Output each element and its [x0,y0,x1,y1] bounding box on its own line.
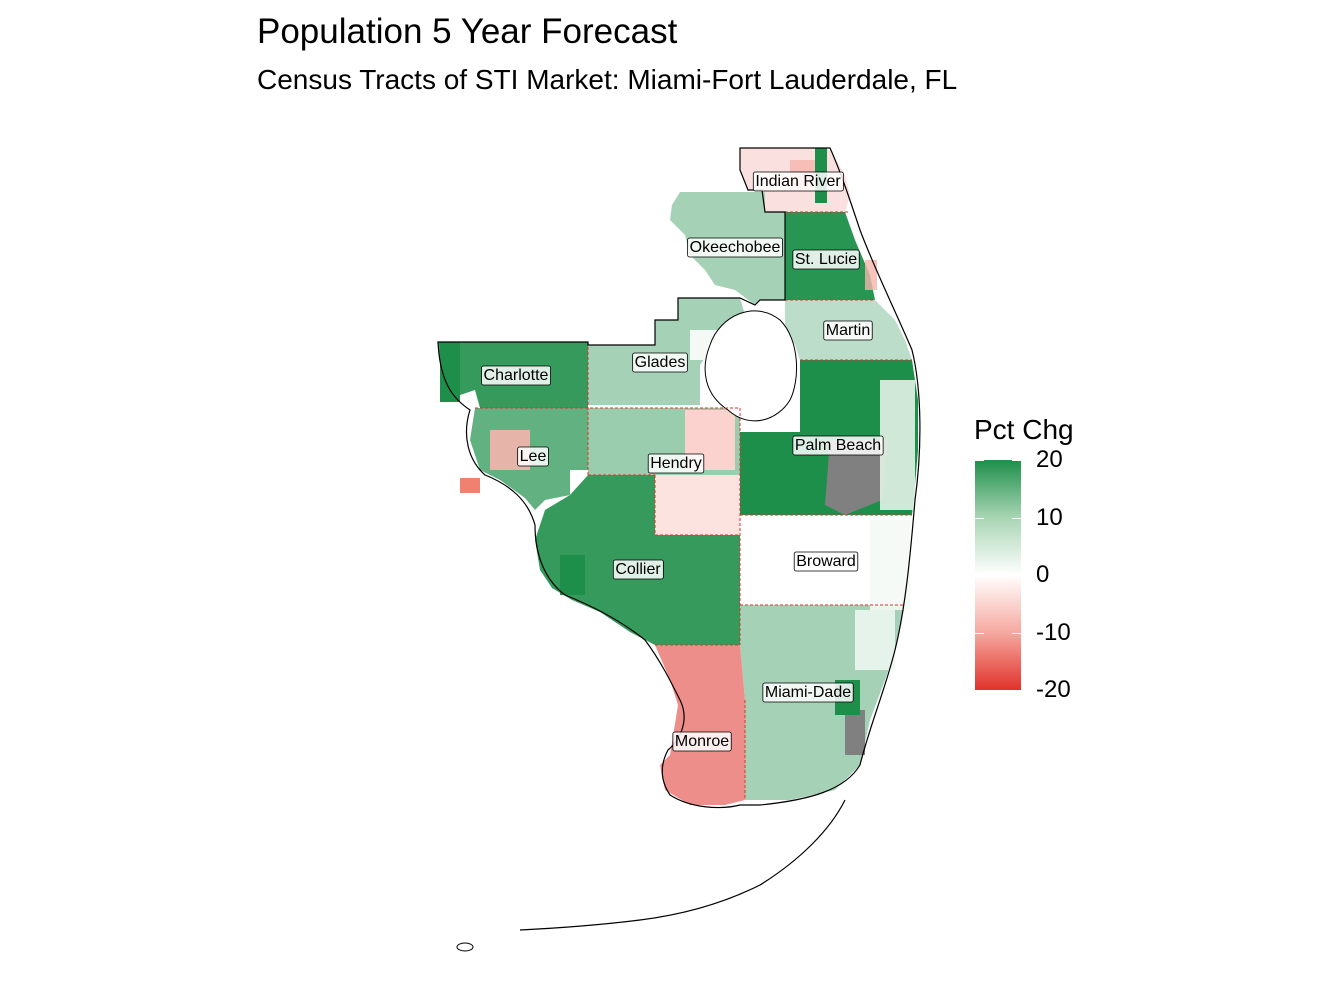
county-label-indian-river: Indian River [752,171,844,192]
legend-tick-label: -20 [1036,676,1071,703]
coastline [437,147,921,809]
svg-text:Miami-Dade: Miami-Dade [765,684,851,701]
county-label-st-lucie: St. Lucie [792,249,860,270]
svg-text:St. Lucie: St. Lucie [795,251,857,268]
county-label-charlotte: Charlotte [481,365,551,386]
svg-text:Palm Beach: Palm Beach [795,437,881,454]
county-label-hendry: Hendry [647,453,705,474]
svg-text:Indian River: Indian River [755,173,841,190]
legend-tick-label: 20 [1036,446,1063,473]
page-title: Population 5 Year Forecast [257,12,678,51]
lake-okeechobee [704,310,798,422]
svg-text:Charlotte: Charlotte [484,367,549,384]
county-label-miami-dade: Miami-Dade [762,682,854,703]
county-label-monroe: Monroe [672,731,732,752]
svg-text:Hendry: Hendry [650,455,702,472]
county-boundaries [475,211,912,800]
county-label-okeechobee: Okeechobee [687,237,783,258]
legend-tick-label: -10 [1036,618,1071,646]
legend-tick-label: 10 [1036,503,1063,531]
county-label-palm-beach: Palm Beach [792,435,884,456]
svg-text:Martin: Martin [826,322,870,339]
county-label-collier: Collier [612,559,664,580]
legend-title: Pct Chg [974,414,1074,445]
county-label-glades: Glades [632,352,688,373]
svg-text:Glades: Glades [635,354,686,371]
svg-text:Lee: Lee [520,448,547,465]
county-monroe[interactable] [655,645,745,805]
florida-keys [519,799,846,931]
legend-tick-label: 0 [1036,561,1050,588]
county-glades[interactable] [588,298,745,405]
key-west-island [456,942,474,952]
svg-text:Broward: Broward [796,553,856,570]
county-label-martin: Martin [823,320,873,341]
svg-text:Monroe: Monroe [675,733,729,750]
page-subtitle: Census Tracts of STI Market: Miami-Fort … [257,64,958,95]
county-label-lee: Lee [517,446,549,467]
svg-text:Collier: Collier [615,561,661,578]
county-label-broward: Broward [793,551,859,572]
svg-text:Okeechobee: Okeechobee [690,239,781,256]
